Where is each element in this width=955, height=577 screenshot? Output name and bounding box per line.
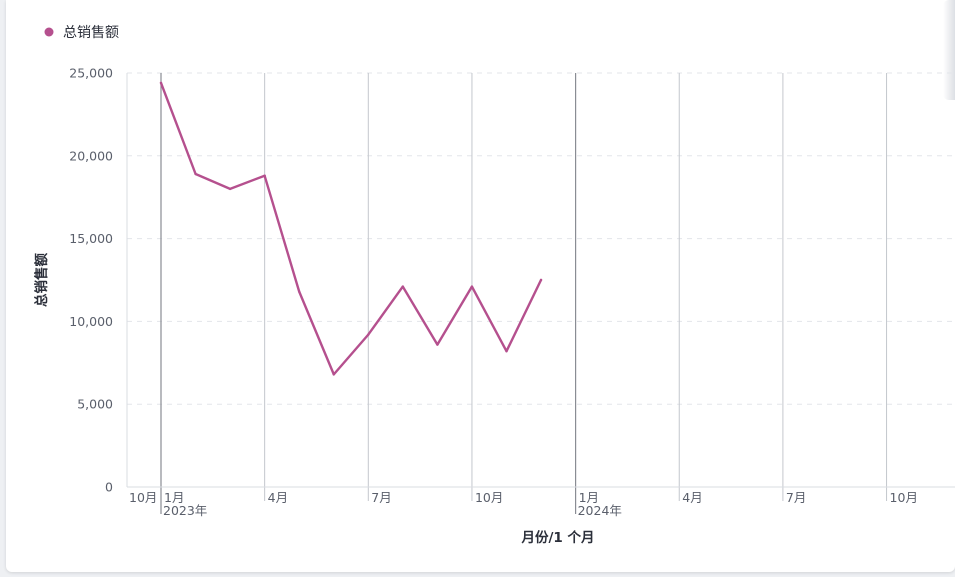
- data-point: [367, 333, 370, 336]
- data-point: [159, 81, 163, 85]
- data-point: [263, 174, 266, 177]
- data-point: [228, 187, 232, 191]
- x-tick-label: 7月: [786, 490, 806, 505]
- x-year-label: 2024年: [578, 503, 622, 518]
- y-tick-label: 15,000: [69, 231, 113, 246]
- data-point: [436, 343, 439, 346]
- y-tick-label: 20,000: [69, 148, 113, 163]
- y-tick-label: 25,000: [69, 66, 113, 81]
- x-tick-label: 1月: [164, 490, 184, 505]
- y-tick-label: 10,000: [69, 314, 113, 329]
- x-tick-label: 7月: [371, 490, 391, 505]
- y-axis-ticks: 0 5,000 10,000 15,000 20,000 25,000: [69, 66, 113, 495]
- y-axis-title: 总销售额: [33, 253, 50, 307]
- chart-legend[interactable]: 总销售额: [44, 25, 120, 41]
- x-tick-label: 10月: [129, 490, 157, 505]
- scroll-edge-shadow: [943, 0, 955, 100]
- chart-card: [6, 0, 955, 572]
- x-tick-label: 10月: [475, 490, 503, 505]
- data-point: [332, 373, 335, 376]
- series-group: [159, 81, 543, 376]
- data-point: [470, 285, 474, 288]
- legend-label: 总销售额: [63, 25, 119, 41]
- x-tick-label: 4月: [268, 490, 288, 505]
- data-point: [298, 290, 301, 293]
- x-tick-label: 10月: [890, 490, 918, 505]
- grid-lines: [127, 72, 955, 405]
- y-tick-label: 0: [105, 480, 113, 495]
- x-tick-lines: [160, 73, 888, 514]
- legend-marker: [44, 27, 54, 37]
- data-point: [539, 278, 543, 282]
- x-tick-label: 4月: [682, 490, 702, 505]
- series-line: [159, 81, 543, 376]
- y-tick-label: 5,000: [77, 397, 113, 412]
- data-point: [401, 285, 405, 288]
- data-point: [194, 172, 197, 176]
- x-year-label: 2023年: [163, 503, 207, 518]
- x-axis-title: 月份/1 个月: [520, 529, 594, 546]
- x-tick-label: 1月: [579, 490, 599, 505]
- data-point: [505, 350, 508, 353]
